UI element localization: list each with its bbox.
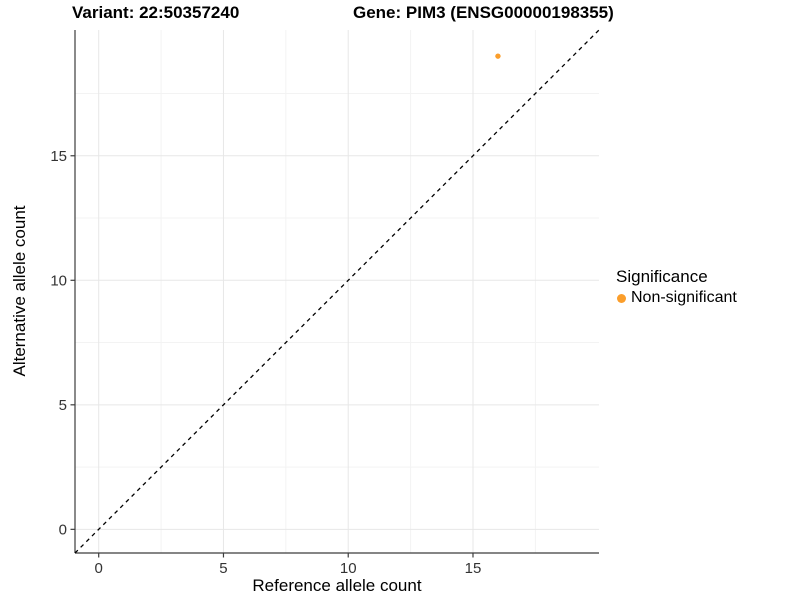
y-tick-label: 0 [59,521,67,538]
legend-item-label: Non-significant [631,289,737,306]
gene-title: Gene: PIM3 (ENSG00000198355) [353,3,614,22]
legend-item-non-significant: Non-significant [616,289,737,307]
legend-title: Significance [616,267,708,286]
x-axis-title: Reference allele count [252,576,422,595]
y-tick-label: 5 [59,397,67,414]
x-tick-label: 5 [219,560,227,577]
variant-title: Variant: 22:50357240 [72,3,240,22]
identity-reference-line [74,29,600,554]
legend: Significance Non-significant [616,267,737,307]
y-tick-label: 15 [50,148,67,165]
x-tick-label: 15 [465,560,482,577]
x-tick-label: 10 [340,560,357,577]
y-axis-title: Alternative allele count [10,205,29,377]
y-tick-label: 10 [50,272,67,289]
x-tick-label: 0 [95,560,103,577]
legend-point-icon [617,293,626,303]
data-point [495,53,501,59]
